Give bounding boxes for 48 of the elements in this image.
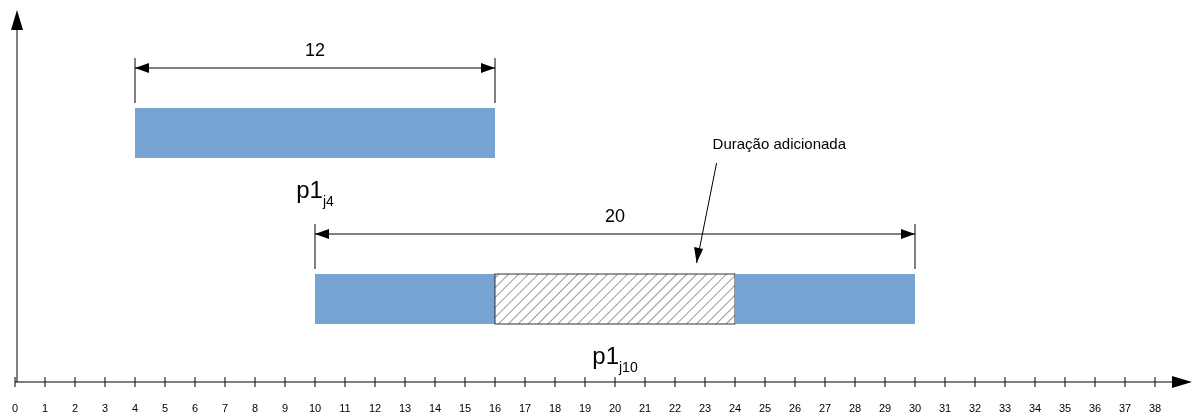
x-tick-label: 8 (251, 402, 259, 414)
x-tick-label: 10 (308, 402, 322, 414)
x-tick-label: 3 (101, 402, 109, 414)
x-tick-label: 29 (878, 402, 892, 414)
x-tick-label: 38 (1148, 402, 1162, 414)
x-tick-label: 16 (488, 402, 502, 414)
x-tick-label: 23 (698, 402, 712, 414)
x-tick-label: 21 (638, 402, 652, 414)
x-tick-label: 35 (1058, 402, 1072, 414)
bar (494, 273, 736, 325)
x-tick-label: 15 (458, 402, 472, 414)
x-tick-label: 4 (131, 402, 139, 414)
x-tick-label: 14 (428, 402, 442, 414)
x-tick-label: 22 (668, 402, 682, 414)
y-tick-label: p1$_{j10}$ (592, 342, 638, 375)
x-tick-label: 25 (758, 402, 772, 414)
x-tick-label: 26 (788, 402, 802, 414)
x-tick-label: 11 (339, 402, 351, 414)
x-tick-label: 24 (728, 402, 742, 414)
x-tick-label: 2 (71, 402, 79, 414)
x-tick-label: 31 (938, 402, 952, 414)
x-tick-label: 6 (191, 402, 199, 414)
x-tick-label: 5 (161, 402, 169, 414)
x-tick-label: 27 (818, 402, 832, 414)
x-tick-label: 19 (578, 402, 592, 414)
x-tick-label: 20 (608, 402, 622, 414)
x-tick-label: 17 (518, 402, 532, 414)
x-tick-label: 13 (398, 402, 412, 414)
bar (135, 108, 495, 158)
x-tick-label: 28 (848, 402, 862, 414)
bar (315, 274, 495, 324)
x-tick-label: 32 (968, 402, 982, 414)
annotation: Duração adicionada (712, 135, 847, 152)
x-tick-label: 7 (221, 402, 229, 414)
bar (735, 274, 915, 324)
x-tick-label: 12 (368, 402, 382, 414)
x-tick-label: 1 (41, 402, 49, 414)
x-tick-label: 0 (11, 402, 19, 414)
y-tick-label: p1$_{j4}$ (296, 176, 335, 209)
x-tick-label: 9 (281, 402, 289, 414)
x-tick-label: 30 (908, 402, 922, 414)
x-tick-label: 36 (1088, 402, 1102, 414)
x-tick-label: 18 (548, 402, 562, 414)
x-tick-label: 33 (998, 402, 1012, 414)
annotation: 20 (604, 206, 626, 226)
x-tick-label: 34 (1028, 402, 1042, 414)
x-tick-label: 37 (1118, 402, 1132, 414)
annotation: 12 (304, 40, 326, 60)
